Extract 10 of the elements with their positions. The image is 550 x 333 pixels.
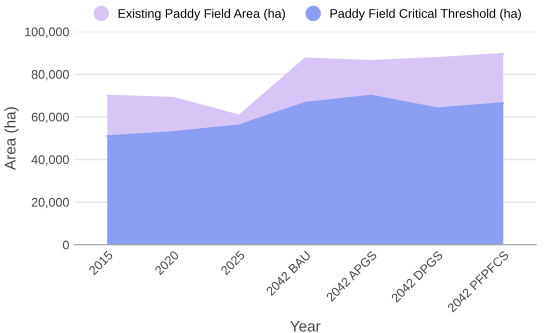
y-tick-label: 20,000: [32, 198, 69, 208]
legend-label: Paddy Field Critical Threshold (ha): [330, 8, 521, 20]
x-axis-title: Year: [290, 320, 320, 332]
y-tick-label: 40,000: [31, 155, 69, 166]
y-tick-label: 80,000: [32, 70, 69, 80]
y-tick-label: 0: [62, 240, 69, 250]
y-tick-label: 60,000: [32, 112, 69, 124]
legend-label: Existing Paddy Field Area (ha): [118, 8, 285, 20]
y-axis-title: Area (ha): [4, 107, 19, 170]
y-tick-label: 100,000: [25, 27, 69, 38]
